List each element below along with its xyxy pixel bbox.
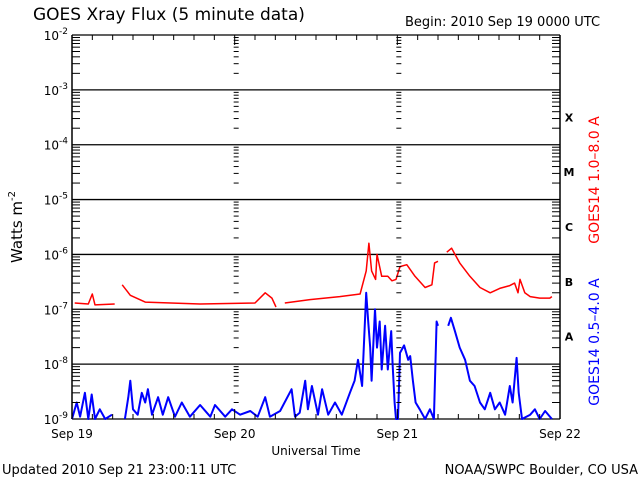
y-tick-base: 10 xyxy=(44,248,59,262)
flare-class-label: X xyxy=(565,111,574,124)
y-tick-base: 10 xyxy=(44,84,59,98)
x-tick-label: Sep 22 xyxy=(539,427,581,441)
x-tick-label: Sep 20 xyxy=(214,427,256,441)
y-tick-base: 10 xyxy=(44,358,59,372)
y-tick-exp: -2 xyxy=(59,27,68,37)
y-axis-label-text: Watts m xyxy=(8,201,26,263)
legend-short-channel: GOES14 0.5–4.0 A xyxy=(587,278,603,406)
y-tick-exp: -4 xyxy=(59,137,68,147)
plot-grid xyxy=(72,34,560,420)
y-tick-exp: -8 xyxy=(59,356,68,366)
y-tick-label: 10-8 xyxy=(44,356,69,372)
flare-class-label: C xyxy=(565,221,573,234)
y-tick-label: 10-3 xyxy=(44,82,68,98)
chart-title: GOES Xray Flux (5 minute data) xyxy=(33,5,305,25)
y-axis-label: Watts m-2 xyxy=(7,191,26,263)
y-tick-base: 10 xyxy=(44,303,59,317)
x-tick-label: Sep 21 xyxy=(376,427,418,441)
y-tick-label: 10-6 xyxy=(44,246,69,262)
x-tick-label: Sep 19 xyxy=(51,427,93,441)
y-tick-label: 10-9 xyxy=(44,411,69,427)
short-channel-line xyxy=(71,391,113,420)
updated-timestamp: Updated 2010 Sep 21 23:00:11 UTC xyxy=(2,463,236,478)
long-channel-line xyxy=(284,242,439,304)
series-layer xyxy=(71,242,553,420)
credit-label: NOAA/SWPC Boulder, CO USA xyxy=(445,463,638,478)
begin-label: Begin: 2010 Sep 19 0000 UTC xyxy=(405,15,600,30)
y-tick-exp: -7 xyxy=(59,301,68,311)
long-channel-line xyxy=(74,293,115,306)
y-tick-base: 10 xyxy=(44,139,59,153)
y-tick-exp: -9 xyxy=(59,411,68,421)
long-channel-line xyxy=(446,247,553,299)
long-channel-line xyxy=(121,284,277,308)
short-channel-line xyxy=(123,291,439,420)
legend-long-channel: GOES14 1.0–8.0 A xyxy=(587,116,603,244)
y-tick-label: 10-5 xyxy=(44,192,68,208)
y-tick-exp: -3 xyxy=(59,82,68,92)
flare-class-label: A xyxy=(565,331,574,344)
y-axis-label-exp: -2 xyxy=(7,191,18,201)
y-tick-base: 10 xyxy=(44,194,59,208)
y-tick-label: 10-2 xyxy=(44,27,68,43)
y-tick-exp: -6 xyxy=(59,246,68,256)
y-tick-exp: -5 xyxy=(59,192,68,202)
y-tick-label: 10-4 xyxy=(44,137,69,153)
svg-text:Watts m-2: Watts m-2 xyxy=(7,191,26,263)
short-channel-line xyxy=(447,316,553,420)
flare-class-label: M xyxy=(564,166,575,179)
x-axis-label: Universal Time xyxy=(271,444,360,458)
y-tick-base: 10 xyxy=(44,29,59,43)
y-tick-base: 10 xyxy=(44,413,59,427)
y-tick-label: 10-7 xyxy=(44,301,68,317)
flare-class-label: B xyxy=(565,276,573,289)
